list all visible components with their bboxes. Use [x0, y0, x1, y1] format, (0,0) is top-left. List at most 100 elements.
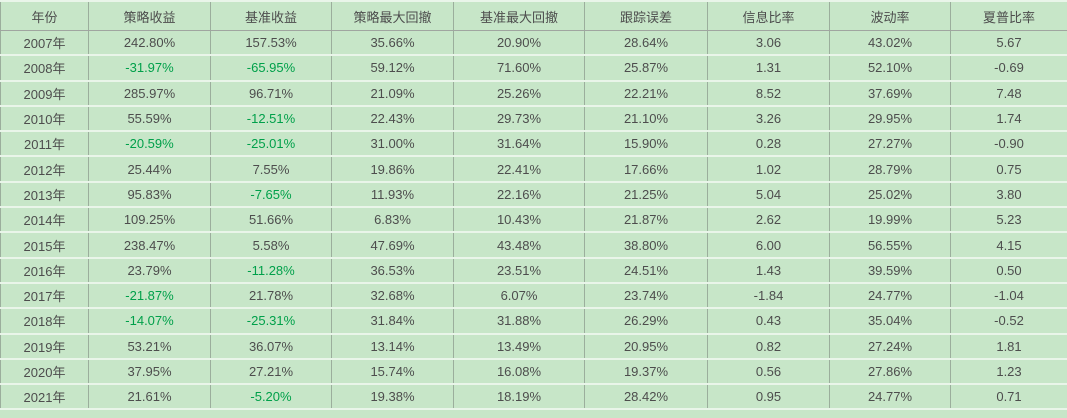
value-cell: 96.71%	[210, 81, 331, 105]
value-cell: 29.95%	[829, 106, 950, 131]
value-cell: 20.90%	[453, 31, 584, 55]
value-cell: 24.77%	[829, 385, 950, 409]
value-cell: 52.10%	[829, 56, 950, 80]
value-cell: 56.55%	[829, 233, 950, 257]
value-cell: 27.24%	[829, 334, 950, 358]
table-row: 2021年 21.61% -5.20% 19.38% 18.19% 28.42% 0.95 2…	[0, 385, 1067, 411]
value-cell: 1.81	[950, 334, 1067, 358]
value-cell: 22.41%	[453, 157, 584, 181]
value-cell: 51.66%	[210, 208, 331, 232]
value-cell: -20.59%	[88, 132, 210, 156]
value-cell: 26.29%	[584, 309, 707, 333]
value-cell: 109.25%	[88, 208, 210, 232]
year-cell: 2019年	[0, 334, 88, 358]
value-cell: -1.04	[950, 283, 1067, 308]
value-cell: 242.80%	[88, 31, 210, 55]
value-cell: 13.14%	[331, 334, 453, 358]
value-cell: -0.69	[950, 56, 1067, 80]
value-cell: 55.59%	[88, 106, 210, 131]
value-cell: 35.04%	[829, 309, 950, 333]
value-cell: 0.95	[707, 385, 829, 409]
value-cell: 5.23	[950, 208, 1067, 232]
value-cell: 27.86%	[829, 359, 950, 384]
year-cell: 2010年	[0, 106, 88, 131]
value-cell: 31.00%	[331, 132, 453, 156]
value-cell: 17.66%	[584, 157, 707, 181]
value-cell: 0.82	[707, 334, 829, 358]
value-cell: 21.78%	[210, 283, 331, 308]
value-cell: 19.86%	[331, 157, 453, 181]
value-cell: 31.64%	[453, 132, 584, 156]
value-cell: 21.61%	[88, 385, 210, 409]
table-row: 2014年 109.25% 51.66% 6.83% 10.43% 21.87% 2.62 1…	[0, 208, 1067, 234]
value-cell: 39.59%	[829, 258, 950, 282]
value-cell: 19.37%	[584, 359, 707, 384]
column-header: 策略收益	[88, 2, 210, 30]
value-cell: 1.23	[950, 359, 1067, 384]
value-cell: -11.28%	[210, 258, 331, 282]
year-cell: 2013年	[0, 182, 88, 207]
value-cell: 19.99%	[829, 208, 950, 232]
value-cell: 7.48	[950, 81, 1067, 105]
value-cell: -5.20%	[210, 385, 331, 409]
value-cell: 36.53%	[331, 258, 453, 282]
value-cell: 24.51%	[584, 258, 707, 282]
column-header: 基准收益	[210, 2, 331, 30]
value-cell: -1.84	[707, 283, 829, 308]
table-header-row: 年份 策略收益 基准收益 策略最大回撤 基准最大回撤 跟踪误差 信息比率 波动率 夏普比率	[0, 0, 1067, 31]
value-cell: 1.43	[707, 258, 829, 282]
year-cell: 2009年	[0, 81, 88, 105]
value-cell: 15.90%	[584, 132, 707, 156]
value-cell: 6.07%	[453, 283, 584, 308]
value-cell: 285.97%	[88, 81, 210, 105]
value-cell: 15.74%	[331, 359, 453, 384]
column-header: 夏普比率	[950, 2, 1067, 30]
value-cell: 95.83%	[88, 182, 210, 207]
year-cell: 2007年	[0, 31, 88, 55]
value-cell: 59.12%	[331, 56, 453, 80]
column-header: 年份	[0, 2, 88, 30]
value-cell: 18.19%	[453, 385, 584, 409]
value-cell: 8.52	[707, 81, 829, 105]
year-cell: 2018年	[0, 309, 88, 333]
table-row: 2010年 55.59% -12.51% 22.43% 29.73% 21.10% 3.26…	[0, 106, 1067, 133]
value-cell: 29.73%	[453, 106, 584, 131]
column-header: 跟踪误差	[584, 2, 707, 30]
year-cell: 2012年	[0, 157, 88, 181]
year-cell: 2016年	[0, 258, 88, 282]
table-row: 2019年 53.21% 36.07% 13.14% 13.49% 20.95% 0.82 2…	[0, 334, 1067, 360]
value-cell: 22.43%	[331, 106, 453, 131]
value-cell: 6.83%	[331, 208, 453, 232]
value-cell: 25.26%	[453, 81, 584, 105]
value-cell: 21.10%	[584, 106, 707, 131]
value-cell: 4.15	[950, 233, 1067, 257]
value-cell: 2.62	[707, 208, 829, 232]
year-cell: 2017年	[0, 283, 88, 308]
value-cell: 3.80	[950, 182, 1067, 207]
value-cell: 20.95%	[584, 334, 707, 358]
value-cell: 27.27%	[829, 132, 950, 156]
year-cell: 2011年	[0, 132, 88, 156]
table-row: 2018年 -14.07% -25.31% 31.84% 31.88% 26.29% 0.4…	[0, 309, 1067, 335]
value-cell: 28.42%	[584, 385, 707, 409]
table-row: 2008年 -31.97% -65.95% 59.12% 71.60% 25.87% 1.3…	[0, 56, 1067, 82]
value-cell: 21.87%	[584, 208, 707, 232]
value-cell: 0.28	[707, 132, 829, 156]
value-cell: 36.07%	[210, 334, 331, 358]
value-cell: 6.00	[707, 233, 829, 257]
value-cell: 0.50	[950, 258, 1067, 282]
value-cell: 10.43%	[453, 208, 584, 232]
value-cell: -21.87%	[88, 283, 210, 308]
table-row: 2009年 285.97% 96.71% 21.09% 25.26% 22.21% 8.52…	[0, 81, 1067, 107]
value-cell: 24.77%	[829, 283, 950, 308]
value-cell: 0.43	[707, 309, 829, 333]
value-cell: 35.66%	[331, 31, 453, 55]
value-cell: 21.25%	[584, 182, 707, 207]
value-cell: 5.04	[707, 182, 829, 207]
year-cell: 2020年	[0, 359, 88, 384]
value-cell: 37.69%	[829, 81, 950, 105]
value-cell: 0.75	[950, 157, 1067, 181]
value-cell: -12.51%	[210, 106, 331, 131]
value-cell: 32.68%	[331, 283, 453, 308]
value-cell: 31.84%	[331, 309, 453, 333]
